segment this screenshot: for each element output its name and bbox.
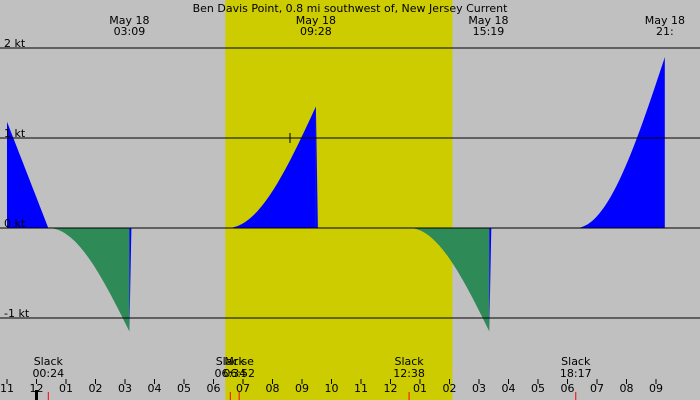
x-tick-label: 09 <box>295 382 309 395</box>
ebb-current-area <box>48 228 130 332</box>
x-tick-label: 11 <box>0 382 14 395</box>
x-tick-label: 03 <box>118 382 132 395</box>
ebb-current-area <box>409 228 490 332</box>
x-tick-label: 11 <box>354 382 368 395</box>
x-tick-label: 07 <box>590 382 604 395</box>
x-tick-label: 05 <box>531 382 545 395</box>
event-label: Slack <box>561 355 591 368</box>
y-tick-label: 0 kt <box>4 217 26 230</box>
y-tick-label: 2 kt <box>4 37 26 50</box>
extreme-time-label: 15:19 <box>473 25 505 38</box>
extreme-time-label: 09:28 <box>300 25 332 38</box>
x-tick-label: 02 <box>443 382 457 395</box>
extreme-date-label: May 18 <box>109 14 149 27</box>
y-tick-label: 1 kt <box>4 127 26 140</box>
x-tick-label: 06 <box>561 382 575 395</box>
event-label: Slack <box>216 355 246 368</box>
x-tick-label: 12 <box>384 382 398 395</box>
x-tick-label: 05 <box>177 382 191 395</box>
chart-title: Ben Davis Point, 0.8 mi southwest of, Ne… <box>193 2 508 15</box>
flood-current-area <box>7 121 49 228</box>
x-tick-label: 10 <box>325 382 339 395</box>
x-tick-label: 07 <box>236 382 250 395</box>
x-tick-label: 04 <box>148 382 162 395</box>
extreme-time-label: 03:09 <box>114 25 146 38</box>
x-tick-label: 12 <box>30 382 44 395</box>
x-tick-label: 08 <box>266 382 280 395</box>
event-label: Mrise <box>224 355 254 368</box>
extreme-time-label: 21: <box>656 25 674 38</box>
x-tick-label: 09 <box>649 382 663 395</box>
event-time-label: 00:24 <box>32 367 64 380</box>
extreme-date-label: May 18 <box>645 14 685 27</box>
x-tick-label: 01 <box>413 382 427 395</box>
flood-current-area <box>227 106 316 228</box>
event-time-label: 18:17 <box>560 367 592 380</box>
daylight-band <box>225 0 453 400</box>
x-tick-label: 03 <box>472 382 486 395</box>
x-tick-label: 06 <box>207 382 221 395</box>
extreme-date-label: May 18 <box>468 14 508 27</box>
x-tick-label: 08 <box>620 382 634 395</box>
event-time-label: 12:38 <box>393 367 425 380</box>
flood-current-area <box>575 57 665 228</box>
y-tick-label: -1 kt <box>4 307 30 320</box>
extreme-date-label: May 18 <box>296 14 336 27</box>
x-tick-label: 01 <box>59 382 73 395</box>
x-tick-label: 04 <box>502 382 516 395</box>
event-time-label: 06:52 <box>223 367 255 380</box>
event-label: Slack <box>394 355 424 368</box>
event-label: Slack <box>34 355 64 368</box>
x-tick-label: 02 <box>89 382 103 395</box>
event-time-label: 06:34 <box>214 367 246 380</box>
